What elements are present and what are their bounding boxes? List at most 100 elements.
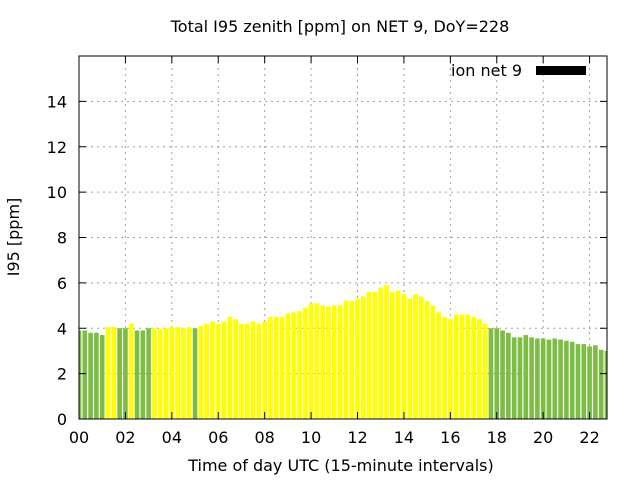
bar: [389, 291, 395, 419]
bar: [88, 332, 93, 419]
chart-title: Total I95 zenith [ppm] on NET 9, DoY=228: [170, 17, 510, 36]
bar: [82, 330, 88, 419]
bar: [506, 332, 511, 419]
bar: [517, 337, 523, 419]
bar: [552, 338, 558, 419]
bar: [314, 303, 320, 419]
bar: [123, 328, 128, 419]
bar: [500, 330, 505, 419]
bar: [564, 340, 569, 419]
bar: [384, 285, 389, 419]
x-tick-label: 14: [394, 428, 414, 447]
bar: [268, 316, 273, 419]
bar: [569, 341, 575, 419]
bar: [79, 330, 82, 419]
bar: [535, 338, 540, 419]
bar: [540, 338, 546, 419]
bar: [250, 321, 256, 419]
x-tick-label: 02: [115, 428, 135, 447]
bar: [511, 337, 517, 419]
bar: [204, 323, 209, 419]
bar: [331, 305, 337, 419]
bar: [227, 316, 233, 419]
bar: [407, 298, 413, 419]
bar: [471, 316, 476, 419]
y-tick-label: 2: [57, 365, 67, 384]
x-axis-label: Time of day UTC (15-minute intervals): [187, 456, 494, 475]
bar: [401, 294, 407, 419]
bar: [355, 298, 360, 419]
bar: [442, 316, 447, 419]
bar: [279, 316, 285, 419]
bar: [413, 294, 418, 419]
bar: [558, 339, 563, 419]
y-tick-label: 12: [47, 138, 67, 157]
bar: [465, 314, 471, 419]
bar: [140, 330, 146, 419]
bar: [593, 345, 598, 419]
bar: [604, 350, 607, 419]
x-tick-label: 20: [533, 428, 553, 447]
x-tick-label: 10: [301, 428, 321, 447]
bar: [302, 307, 308, 419]
bar: [529, 337, 534, 419]
bar: [239, 323, 244, 419]
bar: [186, 327, 192, 419]
bar: [320, 305, 326, 419]
y-tick-label: 6: [57, 274, 67, 293]
bar: [111, 327, 117, 419]
x-tick-label: 00: [69, 428, 89, 447]
x-tick-label: 12: [347, 428, 367, 447]
bar: [488, 328, 494, 419]
bar: [291, 312, 297, 419]
bar: [308, 303, 314, 419]
bars: [79, 285, 607, 419]
bar: [448, 319, 453, 419]
bar: [587, 346, 592, 419]
bar: [215, 323, 221, 419]
bar: [598, 349, 604, 419]
y-tick-label: 8: [57, 229, 67, 248]
bar: [297, 311, 302, 419]
bar: [146, 328, 151, 419]
x-tick-label: 16: [440, 428, 460, 447]
bar: [117, 328, 122, 419]
bar: [210, 321, 215, 419]
bar: [523, 335, 529, 419]
legend-label: ion net 9: [451, 61, 522, 80]
bar: [128, 323, 134, 419]
bar: [430, 305, 436, 419]
x-tick-label: 22: [579, 428, 599, 447]
bar: [366, 291, 372, 419]
bar: [256, 323, 262, 419]
bar: [581, 344, 587, 419]
bar: [343, 301, 349, 419]
bar: [99, 335, 105, 419]
bar: [198, 325, 204, 419]
bar: [424, 301, 430, 419]
bar: [395, 290, 401, 419]
bar: [494, 328, 500, 419]
bar: [262, 321, 267, 419]
bar: [157, 329, 163, 419]
bar: [152, 328, 157, 419]
bar: [221, 321, 227, 419]
x-tick-label: 04: [162, 428, 182, 447]
bar: [546, 339, 552, 419]
bar: [273, 316, 279, 419]
bar: [436, 312, 442, 419]
bar: [244, 323, 250, 419]
bar: [105, 327, 111, 419]
y-tick-label: 10: [47, 183, 67, 202]
bar: [372, 291, 378, 419]
bar: [326, 306, 331, 419]
bar: [575, 344, 581, 419]
bar: [419, 296, 424, 419]
y-tick-label: 14: [47, 92, 67, 111]
bar: [378, 287, 384, 419]
bar: [285, 313, 291, 419]
y-axis-label: I95 [ppm]: [4, 198, 23, 277]
y-tick-label: 0: [57, 410, 67, 429]
